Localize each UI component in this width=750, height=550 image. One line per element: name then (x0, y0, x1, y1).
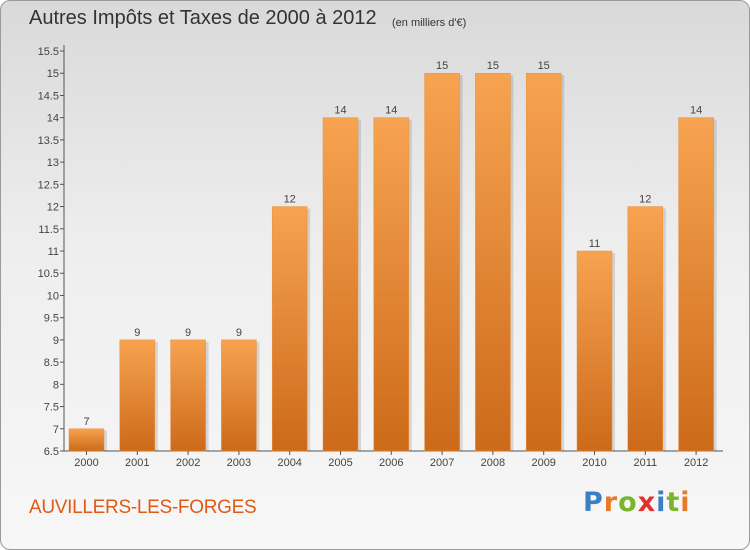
y-tick-label: 11 (48, 246, 59, 258)
logo-letter: o (618, 487, 638, 518)
logo-letter: i (656, 487, 667, 518)
logo-letter: P (583, 487, 604, 518)
data-label: 14 (385, 105, 397, 117)
y-tick-label: 15.5 (38, 46, 59, 58)
y-tick-label: 15 (47, 68, 59, 80)
x-tick-label: 2000 (74, 457, 98, 469)
bar (525, 72, 562, 452)
data-label: 14 (690, 105, 702, 117)
x-tick-label: 2011 (633, 457, 657, 469)
x-tick-label: 2001 (125, 457, 149, 469)
chart-title: Autres Impôts et Taxes de 2000 à 2012 (29, 7, 377, 29)
y-tick-label: 13.5 (38, 135, 59, 147)
data-label: 9 (185, 327, 191, 339)
x-tick-label: 2007 (430, 457, 454, 469)
bar (322, 117, 359, 452)
y-tick-label: 12.5 (38, 179, 59, 191)
logo-letter: x (637, 487, 657, 518)
bar (271, 206, 308, 452)
y-tick-label: 7 (53, 424, 59, 436)
bar (68, 428, 105, 452)
commune-name: AUVILLERS-LES-FORGES (29, 497, 257, 518)
y-tick-label: 10.5 (38, 268, 59, 280)
x-tick-label: 2005 (328, 457, 352, 469)
bar (627, 206, 664, 452)
x-tick-label: 2006 (379, 457, 403, 469)
y-tick-label: 6.5 (44, 446, 59, 458)
y-tick-label: 9 (53, 335, 59, 347)
y-tick-label: 11.5 (38, 224, 59, 236)
data-label: 14 (334, 105, 346, 117)
logo-letter: i (680, 487, 691, 518)
proxiti-logo[interactable]: Proxiti (583, 487, 691, 518)
logo-letter: r (603, 487, 619, 518)
data-label: 15 (487, 60, 499, 72)
x-tick-label: 2004 (277, 457, 301, 469)
bar (170, 339, 206, 452)
data-label: 15 (436, 60, 448, 72)
y-tick-label: 8 (53, 379, 59, 391)
chart-subtitle: (en milliers d'€) (392, 17, 467, 29)
y-tick-label: 14.5 (38, 90, 59, 102)
bar (424, 72, 460, 452)
x-tick-label: 2012 (684, 457, 708, 469)
bar (475, 72, 511, 452)
bar (576, 250, 613, 452)
x-tick-label: 2010 (582, 457, 606, 469)
y-tick-label: 12 (47, 202, 59, 214)
data-label: 12 (639, 194, 651, 206)
y-tick-label: 9.5 (44, 313, 59, 325)
data-label: 15 (538, 60, 550, 72)
bar (373, 117, 410, 452)
y-tick-label: 13 (47, 157, 59, 169)
data-label: 11 (589, 238, 600, 250)
data-label: 9 (134, 327, 140, 339)
x-tick-label: 2009 (531, 457, 555, 469)
x-tick-label: 2008 (481, 457, 505, 469)
bar (221, 339, 257, 452)
data-label: 7 (83, 416, 89, 428)
logo-letter: t (666, 487, 681, 518)
y-tick-label: 8.5 (44, 357, 59, 369)
y-tick-label: 10 (47, 290, 59, 302)
bar (678, 117, 714, 452)
x-tick-label: 2003 (227, 457, 251, 469)
data-label: 9 (236, 327, 242, 339)
y-tick-label: 14 (47, 113, 59, 125)
bar (119, 339, 156, 452)
data-label: 12 (284, 194, 296, 206)
y-tick-label: 7.5 (44, 402, 59, 414)
x-tick-label: 2002 (176, 457, 200, 469)
